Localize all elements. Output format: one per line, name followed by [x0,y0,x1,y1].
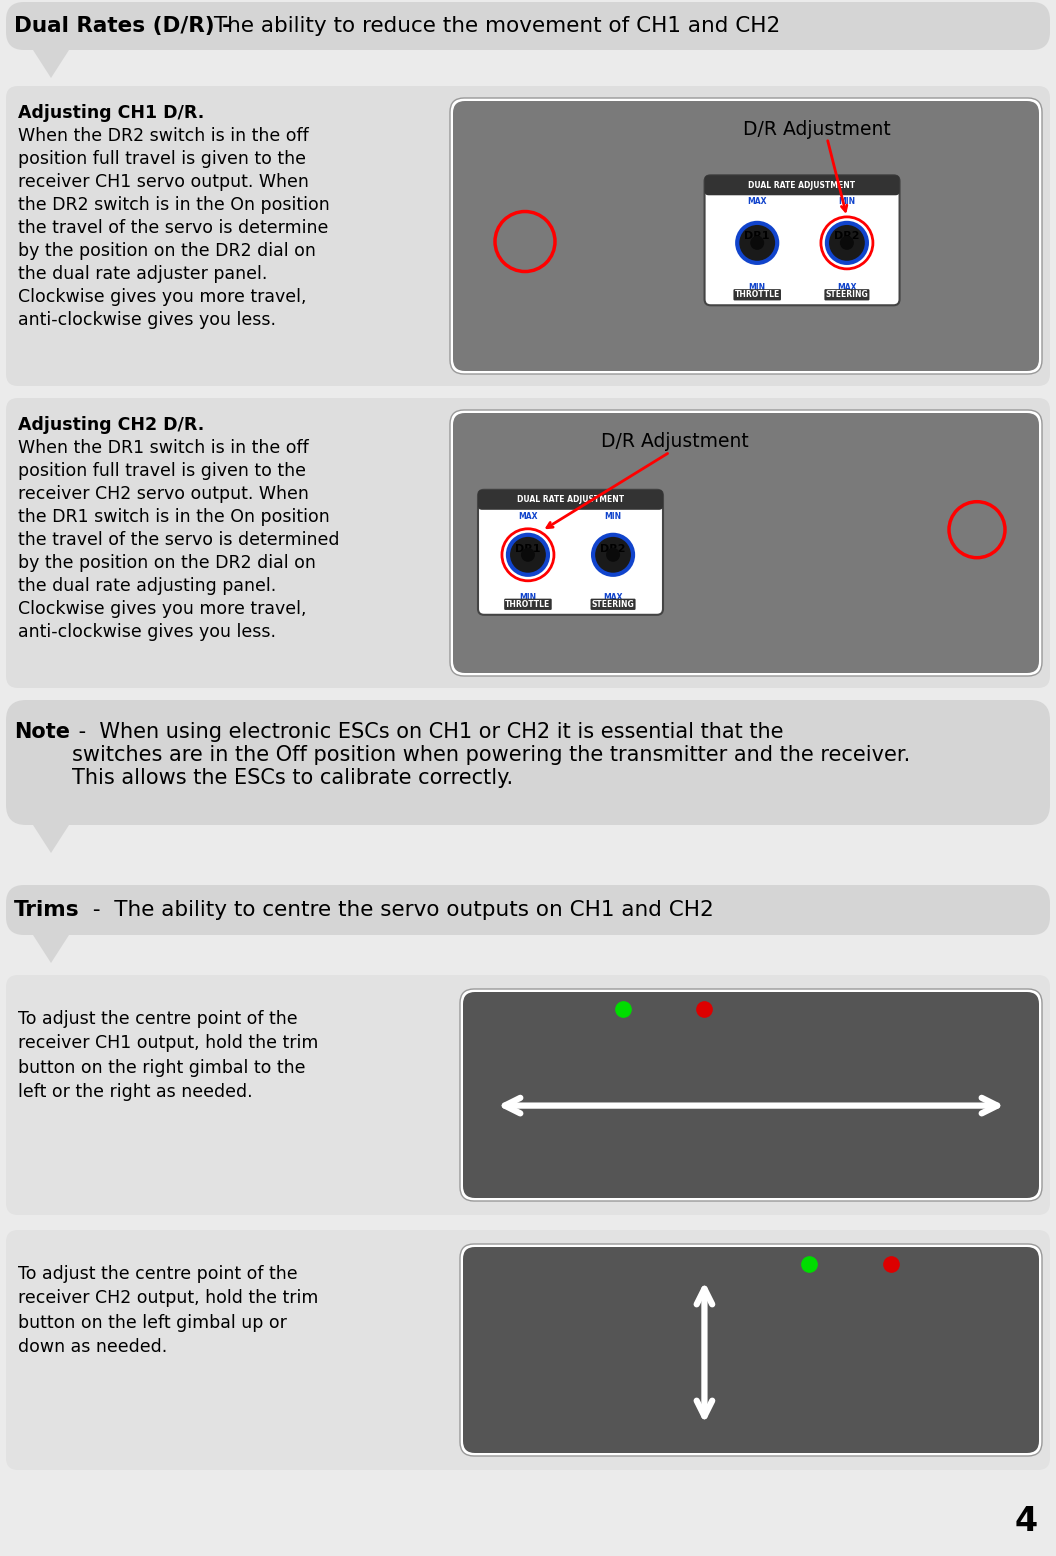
FancyBboxPatch shape [450,98,1042,373]
Text: receiver CH2 servo output. When: receiver CH2 servo output. When [18,485,308,503]
Text: anti-clockwise gives you less.: anti-clockwise gives you less. [18,311,276,328]
Text: the travel of the servo is determined: the travel of the servo is determined [18,531,339,549]
FancyBboxPatch shape [460,990,1042,1201]
Text: DR2: DR2 [600,543,626,554]
FancyBboxPatch shape [6,2,1050,50]
Polygon shape [33,825,69,853]
Text: DR1: DR1 [744,232,770,241]
Text: D/R Adjustment: D/R Adjustment [601,433,749,451]
FancyBboxPatch shape [6,976,1050,1215]
Text: -  The ability to centre the servo outputs on CH1 and CH2: - The ability to centre the servo output… [86,899,714,920]
Circle shape [508,535,548,574]
FancyBboxPatch shape [6,700,1050,825]
Text: the DR2 switch is in the On position: the DR2 switch is in the On position [18,196,329,215]
Text: DUAL RATE ADJUSTMENT: DUAL RATE ADJUSTMENT [517,495,624,504]
FancyBboxPatch shape [460,1243,1042,1456]
Text: D/R Adjustment: D/R Adjustment [743,120,891,138]
Text: MAX: MAX [518,512,538,521]
Text: MIN: MIN [520,593,536,602]
Circle shape [521,548,535,562]
Text: the DR1 switch is in the On position: the DR1 switch is in the On position [18,507,329,526]
FancyBboxPatch shape [6,398,1050,688]
Text: position full travel is given to the: position full travel is given to the [18,149,306,168]
Text: STEERING: STEERING [826,291,868,299]
Text: Clockwise gives you more travel,: Clockwise gives you more travel, [18,288,306,307]
FancyBboxPatch shape [478,490,663,615]
Circle shape [750,237,765,251]
Text: DR2: DR2 [834,232,860,241]
Text: To adjust the centre point of the
receiver CH2 output, hold the trim
button on t: To adjust the centre point of the receiv… [18,1265,318,1355]
Text: Note: Note [14,722,70,742]
Text: anti-clockwise gives you less.: anti-clockwise gives you less. [18,622,276,641]
Circle shape [593,535,633,574]
Text: Trims: Trims [14,899,79,920]
Text: the dual rate adjusting panel.: the dual rate adjusting panel. [18,577,277,594]
FancyBboxPatch shape [478,490,663,510]
Circle shape [827,223,867,263]
FancyBboxPatch shape [453,412,1039,674]
Text: MAX: MAX [748,198,767,207]
Text: MIN: MIN [749,283,766,293]
Text: MIN: MIN [604,512,622,521]
Circle shape [840,237,854,251]
Text: Dual Rates (D/R) -: Dual Rates (D/R) - [14,16,231,36]
Text: DR1: DR1 [515,543,541,554]
Text: Adjusting CH2 D/R.: Adjusting CH2 D/R. [18,415,204,434]
Text: receiver CH1 servo output. When: receiver CH1 servo output. When [18,173,308,191]
Text: STEERING: STEERING [591,599,635,608]
Circle shape [737,223,777,263]
FancyBboxPatch shape [6,885,1050,935]
Text: THROTTLE: THROTTLE [506,599,550,608]
Text: When the DR1 switch is in the off: When the DR1 switch is in the off [18,439,308,457]
Polygon shape [33,50,69,78]
Text: by the position on the DR2 dial on: by the position on the DR2 dial on [18,554,316,573]
Text: the travel of the servo is determine: the travel of the servo is determine [18,219,328,237]
FancyBboxPatch shape [463,1246,1039,1453]
Text: position full travel is given to the: position full travel is given to the [18,462,306,479]
FancyBboxPatch shape [450,409,1042,675]
Text: To adjust the centre point of the
receiver CH1 output, hold the trim
button on t: To adjust the centre point of the receiv… [18,1010,318,1102]
Text: -  When using electronic ESCs on CH1 or CH2 it is essential that the
switches ar: - When using electronic ESCs on CH1 or C… [72,722,910,789]
FancyBboxPatch shape [704,176,900,305]
FancyBboxPatch shape [463,993,1039,1198]
Text: 4: 4 [1015,1505,1038,1537]
Text: The ability to reduce the movement of CH1 and CH2: The ability to reduce the movement of CH… [207,16,780,36]
Circle shape [606,548,620,562]
Text: the dual rate adjuster panel.: the dual rate adjuster panel. [18,265,267,283]
Text: When the DR2 switch is in the off: When the DR2 switch is in the off [18,128,308,145]
FancyBboxPatch shape [6,1229,1050,1470]
Text: MAX: MAX [603,593,623,602]
Text: THROTTLE: THROTTLE [735,291,779,299]
FancyBboxPatch shape [704,176,900,196]
Text: DUAL RATE ADJUSTMENT: DUAL RATE ADJUSTMENT [749,180,855,190]
Text: MAX: MAX [837,283,856,293]
Text: MIN: MIN [838,198,855,207]
Text: Clockwise gives you more travel,: Clockwise gives you more travel, [18,601,306,618]
Polygon shape [33,935,69,963]
Text: by the position on the DR2 dial on: by the position on the DR2 dial on [18,243,316,260]
Text: Adjusting CH1 D/R.: Adjusting CH1 D/R. [18,104,204,121]
FancyBboxPatch shape [6,86,1050,386]
FancyBboxPatch shape [453,101,1039,370]
